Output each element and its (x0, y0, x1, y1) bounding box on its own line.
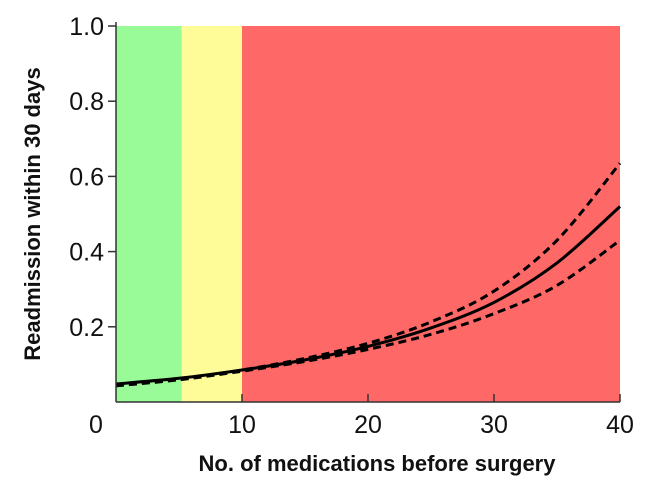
x-axis-title: No. of medications before surgery (199, 451, 557, 476)
estimate-line-0 (115, 205, 622, 386)
y-tick-label-3: 0.8 (69, 88, 104, 116)
band-0 (116, 26, 182, 402)
x-tick-label-4: 40 (606, 411, 634, 439)
x-tick-label-0: 0 (89, 411, 103, 439)
y-tick-label-4: 1.0 (69, 13, 104, 41)
y-tick-label-2: 0.6 (69, 163, 104, 191)
y-tick-label-0: 0.2 (69, 314, 104, 342)
curves (115, 162, 622, 388)
y-axis-title: Readmission within 30 days (20, 67, 45, 360)
x-tick-label-2: 20 (354, 411, 382, 439)
x-tick-label-1: 10 (228, 411, 256, 439)
band-2 (242, 26, 620, 402)
ticks: 0 10 20 30 40 0.2 0.4 0.6 0.8 1.0 (69, 13, 634, 439)
background-bands (116, 26, 620, 402)
y-tick-label-1: 0.4 (69, 239, 104, 267)
band-1 (181, 26, 242, 402)
x-tick-label-3: 30 (480, 411, 508, 439)
